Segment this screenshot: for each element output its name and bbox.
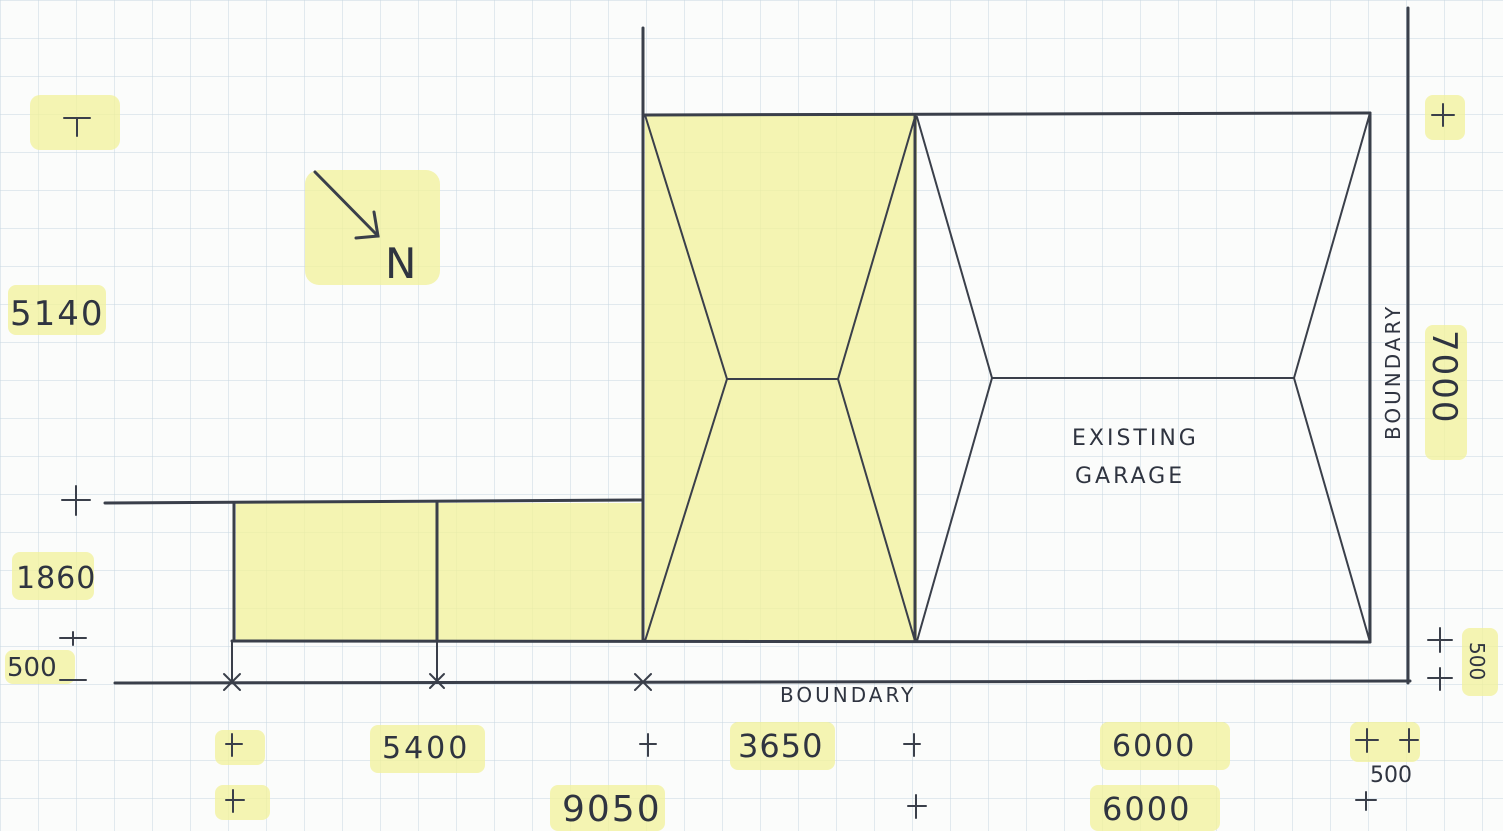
dim-1860: 1860 bbox=[16, 561, 96, 596]
dim-500-left: 500 bbox=[7, 653, 57, 683]
highlight-top-tick bbox=[30, 95, 120, 150]
boundary-label-bottom: BOUNDARY bbox=[780, 683, 916, 707]
dim-6000-row1: 6000 bbox=[1112, 729, 1196, 764]
highlight-dim-500-right bbox=[1462, 628, 1498, 696]
existing-label: EXISTING bbox=[1072, 426, 1199, 451]
dim-500-right: 500 bbox=[1465, 642, 1489, 680]
highlight-dim-3650 bbox=[730, 722, 835, 770]
dim-9050: 9050 bbox=[562, 789, 662, 830]
dimension-ticks bbox=[59, 103, 1455, 819]
north-arrow bbox=[313, 170, 380, 240]
highlight-dim-6000-bottom bbox=[1090, 785, 1220, 831]
boundary-label-right: BOUNDARY bbox=[1381, 304, 1405, 440]
highlight-tick-left-2 bbox=[215, 785, 270, 820]
roof-hips bbox=[644, 112, 1371, 643]
highlight-dim-5400 bbox=[370, 725, 485, 773]
highlight-lean-to bbox=[236, 503, 644, 641]
highlight-dim-5140 bbox=[8, 285, 106, 335]
highlight-tick-r-top bbox=[1425, 95, 1465, 140]
dim-500-bottom: 500 bbox=[1370, 763, 1412, 788]
dim-5140: 5140 bbox=[10, 294, 105, 334]
garage-label: GARAGE bbox=[1075, 464, 1185, 489]
highlight-dim-500-left bbox=[5, 650, 75, 684]
north-label: N bbox=[385, 239, 416, 288]
plan-lines bbox=[103, 6, 1412, 691]
dim-7000: 7000 bbox=[1424, 330, 1464, 425]
highlight-north bbox=[305, 170, 440, 285]
highlight-tick-left-1 bbox=[215, 730, 265, 765]
dim-3650: 3650 bbox=[738, 727, 823, 765]
highlight-dim-9050 bbox=[550, 785, 665, 831]
dim-5400: 5400 bbox=[382, 731, 470, 766]
highlight-dim-7000 bbox=[1425, 325, 1467, 460]
highlight-dim-1860 bbox=[12, 552, 94, 600]
highlight-dim-6000-top bbox=[1100, 722, 1230, 770]
dim-6000-row2: 6000 bbox=[1102, 790, 1191, 828]
